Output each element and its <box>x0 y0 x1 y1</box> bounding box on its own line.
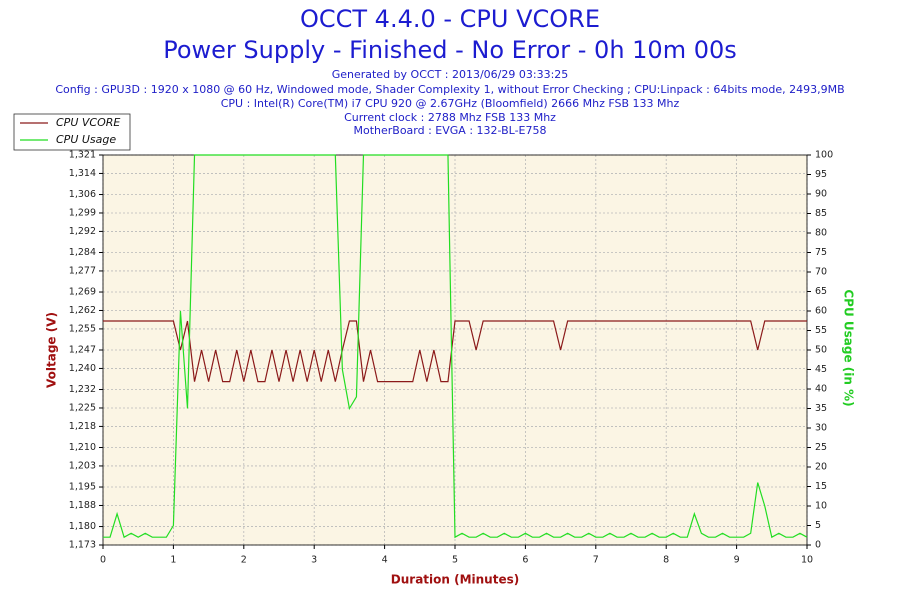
y2-tick-label: 40 <box>815 384 827 395</box>
x-tick-label: 7 <box>593 555 599 566</box>
y-tick-label: 1,247 <box>69 345 96 356</box>
y-tick-label: 1,284 <box>69 247 96 258</box>
y-tick-label: 1,306 <box>69 189 96 200</box>
y2-tick-label: 60 <box>815 306 827 317</box>
data-line <box>103 154 808 539</box>
y2-tick-label: 90 <box>815 189 827 200</box>
x-tick-label: 10 <box>801 555 813 566</box>
y-tick-label: 1,232 <box>69 384 96 395</box>
info-line: Config : GPU3D : 1920 x 1080 @ 60 Hz, Wi… <box>55 83 844 96</box>
y2-tick-label: 25 <box>815 442 827 453</box>
y-tick-label: 1,255 <box>69 323 96 334</box>
y-tick-label: 1,203 <box>69 460 96 471</box>
x-tick-label: 8 <box>663 555 669 566</box>
y2-axis-label: CPU Usage (in %) <box>842 289 856 406</box>
info-line: Current clock : 2788 Mhz FSB 133 Mhz <box>344 111 556 124</box>
x-tick-label: 4 <box>382 555 388 566</box>
chart-subtitle: Power Supply - Finished - No Error - 0h … <box>163 36 737 64</box>
info-line: Generated by OCCT : 2013/06/29 03:33:25 <box>332 68 569 81</box>
y2-tick-label: 95 <box>815 169 827 180</box>
y-tick-label: 1,173 <box>69 540 96 551</box>
x-tick-label: 3 <box>311 555 317 566</box>
y-tick-label: 1,314 <box>69 168 96 179</box>
y2-tick-label: 50 <box>815 345 827 356</box>
y2-tick-label: 75 <box>815 247 827 258</box>
legend-label: CPU VCORE <box>56 116 120 129</box>
y-tick-label: 1,321 <box>69 150 96 161</box>
x-tick-label: 2 <box>241 555 247 566</box>
y2-tick-label: 5 <box>815 520 821 531</box>
legend-box <box>13 113 131 151</box>
data-line <box>103 320 807 383</box>
y2-tick-label: 45 <box>815 364 827 375</box>
y2-tick-label: 55 <box>815 325 827 336</box>
y2-tick-label: 65 <box>815 286 827 297</box>
y-tick-label: 1,277 <box>69 265 96 276</box>
x-tick-label: 1 <box>170 555 176 566</box>
y-tick-label: 1,180 <box>69 521 96 532</box>
y-axis-label: Voltage (V) <box>45 312 59 388</box>
y-tick-label: 1,210 <box>69 442 96 453</box>
y-tick-label: 1,188 <box>69 500 96 511</box>
y2-tick-label: 85 <box>815 208 827 219</box>
y2-tick-label: 100 <box>815 150 833 161</box>
x-tick-label: 0 <box>100 555 106 566</box>
y-tick-label: 1,195 <box>69 482 96 493</box>
y-tick-label: 1,240 <box>69 363 96 374</box>
legend-label: CPU Usage <box>56 133 116 146</box>
info-line: MotherBoard : EVGA : 132-BL-E758 <box>353 124 546 137</box>
y-tick-label: 1,292 <box>69 226 96 237</box>
y-tick-label: 1,299 <box>69 207 96 218</box>
y-tick-label: 1,225 <box>69 402 96 413</box>
chart-title: OCCT 4.4.0 - CPU VCORE <box>300 5 600 33</box>
y-tick-label: 1,269 <box>69 287 96 298</box>
y2-tick-label: 15 <box>815 481 827 492</box>
x-axis-label: Duration (Minutes) <box>391 573 519 587</box>
info-line: CPU : Intel(R) Core(TM) i7 CPU 920 @ 2.6… <box>221 97 680 110</box>
y2-tick-label: 70 <box>815 267 827 278</box>
y2-tick-label: 35 <box>815 403 827 414</box>
x-tick-label: 9 <box>734 555 740 566</box>
y2-tick-label: 10 <box>815 501 827 512</box>
y-tick-label: 1,218 <box>69 421 96 432</box>
y2-tick-label: 20 <box>815 462 827 473</box>
plot-border <box>102 154 808 546</box>
y2-tick-label: 80 <box>815 228 827 239</box>
x-tick-label: 6 <box>522 555 528 566</box>
x-tick-label: 5 <box>452 555 458 566</box>
y2-tick-label: 30 <box>815 423 827 434</box>
y-tick-label: 1,262 <box>69 305 96 316</box>
y2-tick-label: 0 <box>815 540 821 551</box>
